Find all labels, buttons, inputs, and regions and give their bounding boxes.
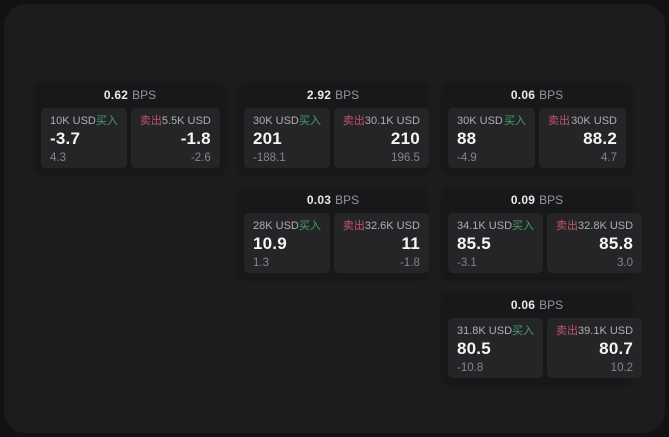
buy-side-label: 买入	[95, 115, 118, 127]
bps-unit-label: BPS	[132, 88, 157, 102]
bps-value: 0.03	[306, 193, 332, 207]
bps-value: 0.62	[103, 88, 129, 102]
quote-card: 0.62 BPS 10K USD 买入 -3.7 4.3 卖出 5.5K USD…	[36, 83, 224, 173]
notional-label: 32.8K USD	[578, 220, 634, 232]
notional-label: 28K USD	[253, 220, 299, 232]
bps-unit-label: BPS	[539, 193, 564, 207]
quote-card: 0.09 BPS 34.1K USD 买入 85.5 -3.1 卖出 32.8K…	[443, 188, 643, 278]
buy-price: 80.5	[457, 339, 491, 358]
sell-delta: 4.7	[601, 152, 617, 164]
quote-card: 2.92 BPS 30K USD 买入 201 -188.1 卖出 30.1K …	[239, 83, 429, 173]
sell-price: 11	[401, 234, 420, 253]
sell-delta: -1.8	[400, 257, 420, 269]
buy-quote-panel[interactable]: 31.8K USD 买入 80.5 -10.8	[448, 318, 544, 378]
notional-label: 34.1K USD	[457, 220, 513, 232]
notional-label: 30.1K USD	[364, 115, 420, 127]
card-header: 2.92 BPS	[239, 83, 427, 108]
sell-quote-panel[interactable]: 卖出 39.1K USD 80.7 10.2	[547, 318, 643, 378]
bps-value: 0.06	[510, 298, 536, 312]
buy-quote-panel[interactable]: 28K USD 买入 10.9 1.3	[244, 213, 330, 273]
quote-card: 0.06 BPS 31.8K USD 买入 80.5 -10.8 卖出 39.1…	[443, 293, 643, 383]
sell-quote-panel[interactable]: 卖出 30.1K USD 210 196.5	[333, 108, 429, 168]
notional-label: 32.6K USD	[364, 220, 420, 232]
notional-label: 30K USD	[457, 115, 503, 127]
sell-price: -1.8	[180, 129, 211, 148]
card-header: 0.06 BPS	[443, 83, 631, 108]
buy-side-label: 买入	[298, 220, 321, 232]
buy-side-label: 买入	[512, 325, 535, 337]
sell-side-label: 卖出	[342, 220, 365, 232]
sell-delta: -2.6	[190, 152, 211, 164]
buy-price: 10.9	[253, 234, 287, 253]
sell-quote-panel[interactable]: 卖出 30K USD 88.2 4.7	[539, 108, 626, 168]
buy-price: -3.7	[50, 129, 81, 148]
buy-delta: -3.1	[457, 257, 477, 269]
bps-value: 2.92	[306, 88, 332, 102]
buy-quote-panel[interactable]: 30K USD 买入 201 -188.1	[244, 108, 330, 168]
notional-label: 31.8K USD	[457, 325, 513, 337]
notional-label: 30K USD	[253, 115, 299, 127]
sell-side-label: 卖出	[556, 325, 579, 337]
buy-delta: -188.1	[253, 152, 286, 164]
buy-side-label: 买入	[298, 115, 321, 127]
sell-price: 80.7	[599, 339, 634, 358]
sell-side-label: 卖出	[342, 115, 365, 127]
card-header: 0.09 BPS	[443, 188, 631, 213]
bps-value: 0.06	[510, 88, 536, 102]
sell-delta: 196.5	[391, 152, 420, 164]
sell-delta: 3.0	[617, 257, 634, 269]
sell-side-label: 卖出	[556, 220, 579, 232]
quote-card: 0.03 BPS 28K USD 买入 10.9 1.3 卖出 32.6K US…	[239, 188, 429, 278]
buy-quote-panel[interactable]: 10K USD 买入 -3.7 4.3	[41, 108, 127, 168]
buy-side-label: 买入	[512, 220, 535, 232]
buy-side-label: 买入	[504, 115, 526, 127]
buy-price: 88	[457, 129, 477, 148]
quote-card: 0.06 BPS 30K USD 买入 88 -4.9 卖出 30K USD 8…	[443, 83, 631, 173]
card-header: 0.06 BPS	[443, 293, 631, 318]
buy-quote-panel[interactable]: 34.1K USD 买入 85.5 -3.1	[448, 213, 544, 273]
notional-label: 39.1K USD	[578, 325, 634, 337]
card-header: 0.03 BPS	[239, 188, 427, 213]
sell-quote-panel[interactable]: 卖出 32.8K USD 85.8 3.0	[547, 213, 643, 273]
buy-price: 85.5	[457, 234, 491, 253]
bps-unit-label: BPS	[335, 193, 360, 207]
notional-label: 5.5K USD	[161, 115, 211, 127]
sell-side-label: 卖出	[548, 115, 570, 127]
bps-unit-label: BPS	[335, 88, 360, 102]
buy-delta: 4.3	[50, 152, 66, 164]
bps-unit-label: BPS	[539, 298, 564, 312]
sell-quote-panel[interactable]: 卖出 5.5K USD -1.8 -2.6	[130, 108, 220, 168]
bps-unit-label: BPS	[539, 88, 564, 102]
buy-delta: -4.9	[457, 152, 477, 164]
sell-quote-panel[interactable]: 卖出 32.6K USD 11 -1.8	[333, 213, 429, 273]
buy-delta: -10.8	[457, 362, 484, 374]
bps-value: 0.09	[510, 193, 536, 207]
sell-price: 88.2	[583, 129, 617, 148]
sell-side-label: 卖出	[139, 115, 162, 127]
notional-label: 30K USD	[571, 115, 617, 127]
sell-price: 85.8	[599, 234, 634, 253]
buy-delta: 1.3	[253, 257, 269, 269]
notional-label: 10K USD	[50, 115, 96, 127]
buy-quote-panel[interactable]: 30K USD 买入 88 -4.9	[448, 108, 535, 168]
sell-price: 210	[390, 129, 420, 148]
card-header: 0.62 BPS	[36, 83, 224, 108]
buy-price: 201	[253, 129, 282, 148]
sell-delta: 10.2	[610, 362, 634, 374]
